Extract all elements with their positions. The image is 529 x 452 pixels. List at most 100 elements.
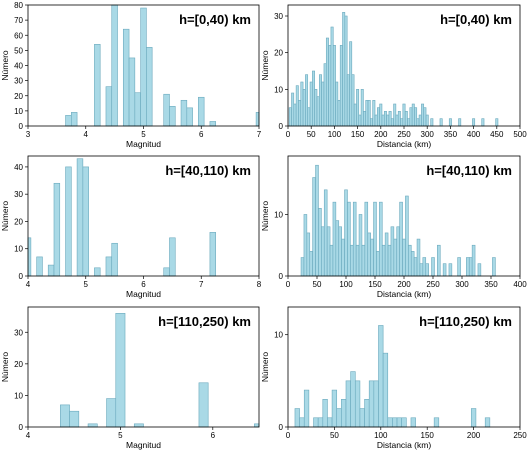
bar <box>169 106 176 127</box>
bar <box>495 118 499 127</box>
bar <box>198 382 209 428</box>
bar <box>471 244 476 277</box>
x-tick-label: 4 <box>26 280 31 289</box>
bar <box>331 389 338 428</box>
bar <box>71 112 78 127</box>
y-tick-label: 20 <box>274 49 283 58</box>
bar <box>492 257 496 277</box>
bar <box>360 89 364 127</box>
bar <box>390 118 394 127</box>
bar <box>60 404 70 428</box>
y-tick-label: 30 <box>14 77 23 86</box>
bar <box>421 103 425 127</box>
bar <box>326 226 331 277</box>
bar <box>134 92 141 127</box>
bar <box>300 257 305 277</box>
y-tick-label: 30 <box>274 12 283 21</box>
bar <box>349 41 353 127</box>
y-tick-label: 0 <box>279 122 284 131</box>
bar <box>344 15 348 127</box>
x-tick-label: 0 <box>286 130 291 139</box>
bar <box>419 263 424 277</box>
bar <box>448 118 452 127</box>
panel-5: 4 5 6 0 10 20 30 Magnitud Número h=[110,250) km <box>0 306 260 450</box>
bar <box>400 118 404 127</box>
bar <box>387 244 392 277</box>
x-tick-label: 100 <box>328 130 342 139</box>
bar <box>309 251 313 277</box>
x-tick-label: 500 <box>513 130 527 139</box>
panel-title: h=[0,40) km <box>179 12 251 27</box>
x-tick-label: 50 <box>330 431 339 440</box>
bar <box>323 63 327 127</box>
bar <box>410 251 415 277</box>
bar <box>317 417 324 428</box>
bar <box>323 189 328 277</box>
y-tick-label: 20 <box>14 92 23 101</box>
panel-1: 3 4 5 6 701020304050607080MagnitudNúmeroh=[0… <box>0 1 262 149</box>
y-tick-label: 80 <box>14 1 23 10</box>
plot-frame <box>287 306 521 428</box>
bar <box>332 201 337 277</box>
y-tick-label: 0 <box>279 272 284 281</box>
bar <box>314 89 318 127</box>
y-axis-label: Número <box>0 352 10 383</box>
bar <box>410 417 416 428</box>
bar <box>364 399 370 428</box>
bar <box>405 195 409 277</box>
bar <box>355 244 360 277</box>
y-tick-label: 0 <box>19 423 24 432</box>
bar <box>299 417 305 428</box>
bar <box>401 417 407 428</box>
x-axis-label: Distancia (km) <box>377 139 431 149</box>
bar <box>309 81 313 127</box>
y-tick-label: 10 <box>14 245 23 254</box>
y-axis-label: Número <box>0 201 10 232</box>
y-tick-label: 10 <box>274 210 283 219</box>
bar <box>379 103 383 127</box>
bar <box>332 45 336 127</box>
bar <box>416 118 420 127</box>
bar <box>468 257 473 277</box>
bar <box>302 89 306 127</box>
bar <box>347 201 351 277</box>
bar <box>354 380 361 428</box>
bar <box>198 96 205 127</box>
bar <box>315 164 319 277</box>
bar <box>416 238 421 277</box>
bar <box>303 214 308 277</box>
bar <box>329 244 334 277</box>
bar <box>422 257 427 277</box>
bar <box>313 417 319 428</box>
x-tick-label: 6 <box>211 431 216 440</box>
bar <box>370 238 374 277</box>
bar <box>390 226 395 277</box>
bar <box>386 114 390 127</box>
bar <box>65 115 72 127</box>
bar <box>298 100 302 127</box>
x-tick-label: 0 <box>286 431 291 440</box>
x-tick-label: 5 <box>141 130 146 139</box>
bar <box>365 100 369 127</box>
bar <box>397 111 401 127</box>
panel-title: h=[110,250) km <box>419 314 512 329</box>
bar <box>448 263 453 277</box>
bar <box>186 107 193 127</box>
bar <box>330 26 334 127</box>
y-tick-label: 40 <box>14 62 23 71</box>
bar <box>433 417 440 428</box>
x-axis-label: Magnitud <box>126 440 161 450</box>
panel-4: 0 50 100 150 200 250 300 350 400 0 10 Distancia (km… <box>260 155 527 299</box>
bar <box>69 410 80 428</box>
bar <box>367 232 371 277</box>
bar <box>378 325 384 428</box>
bar <box>358 214 363 277</box>
bar <box>384 232 389 277</box>
bar <box>395 114 399 127</box>
bar <box>325 37 329 127</box>
bar <box>359 408 365 428</box>
bar <box>163 93 170 127</box>
bar <box>111 4 118 127</box>
bar <box>344 189 348 277</box>
panel-3: 4 5 6 7 8 0 10 20 30 40 Magnitud Número h=[40,110) k… <box>0 155 262 299</box>
